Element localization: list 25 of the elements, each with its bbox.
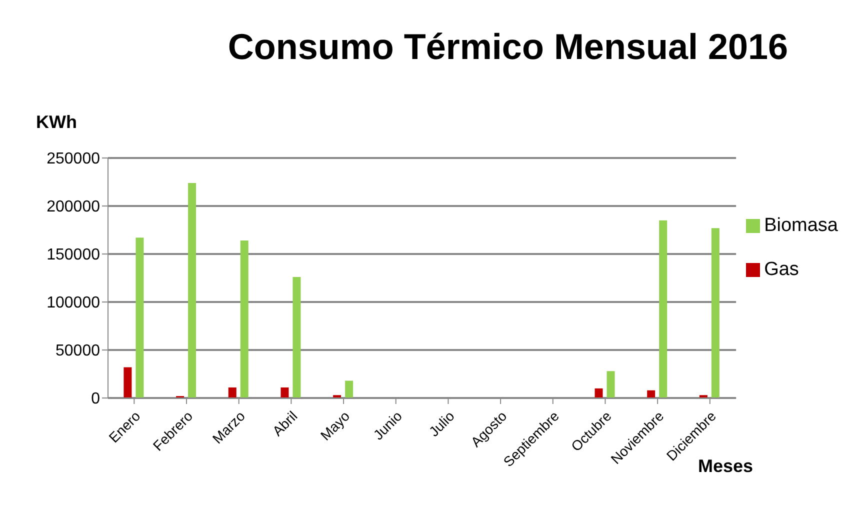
y-tick-label: 0	[91, 390, 100, 408]
legend-label: Biomasa	[764, 215, 838, 236]
bar	[711, 228, 720, 398]
bar	[136, 238, 144, 398]
bar	[606, 371, 615, 398]
bar	[228, 387, 236, 398]
y-tick-label: 50000	[56, 342, 100, 360]
y-tick-label: 250000	[46, 150, 100, 168]
y-tick-label: 200000	[46, 198, 100, 216]
x-tick-label: Julio	[426, 408, 458, 440]
x-axis-title: Meses	[698, 456, 754, 477]
y-tick-label: 100000	[46, 294, 100, 312]
bar	[292, 277, 301, 398]
bar	[345, 380, 354, 398]
bar	[647, 390, 656, 398]
bar	[188, 182, 196, 398]
legend-label: Gas	[764, 259, 799, 280]
bar	[240, 240, 248, 398]
y-tick-label: 150000	[46, 246, 100, 264]
bar	[594, 388, 603, 398]
chart-title: Consumo Térmico Mensual 2016	[226, 26, 790, 68]
y-axis-title: KWh	[36, 112, 77, 133]
bar	[659, 220, 668, 398]
bar	[124, 367, 132, 398]
bar	[280, 387, 289, 398]
